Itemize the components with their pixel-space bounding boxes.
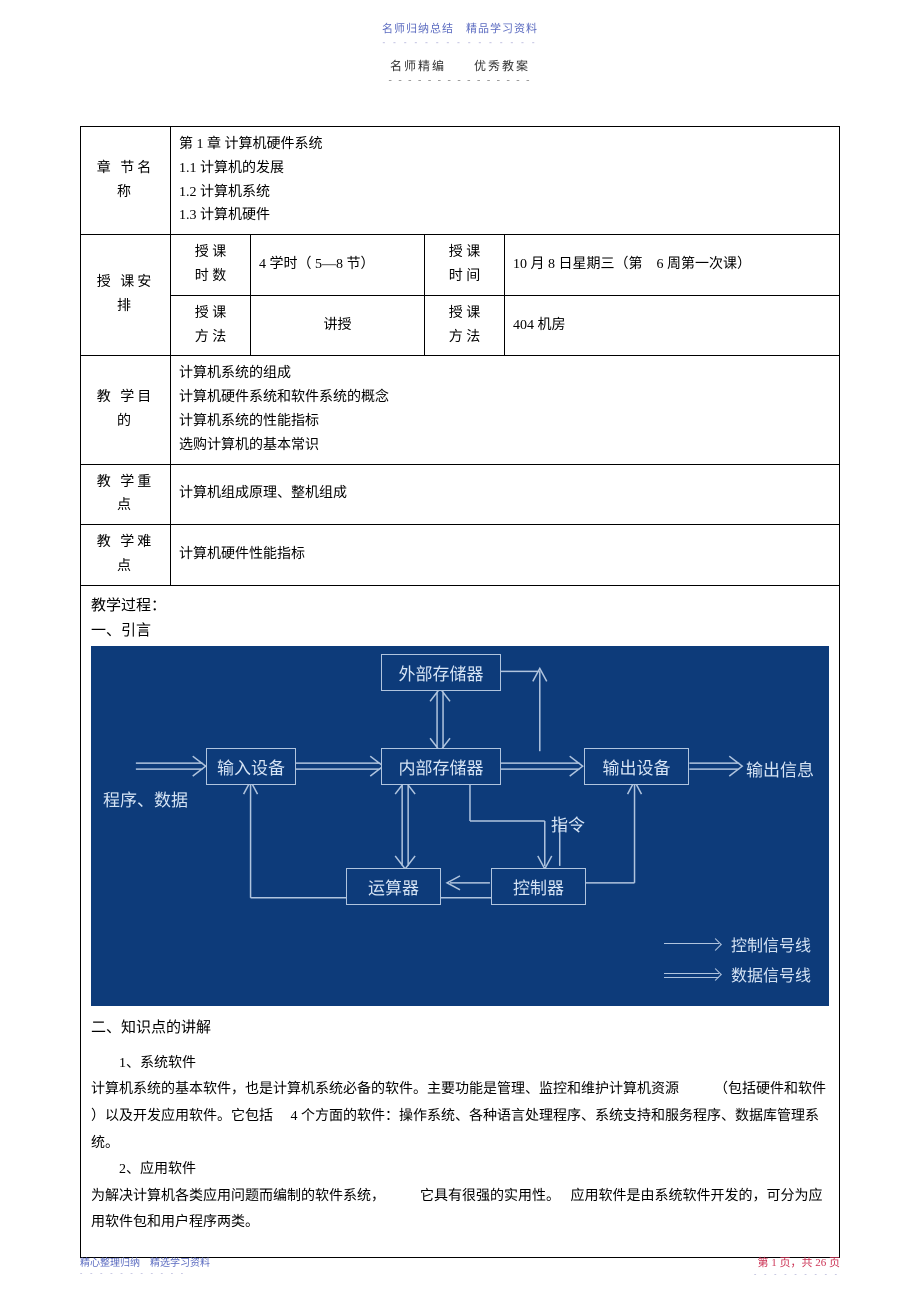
footer-right-text: 第 1 页，共 26 页 <box>754 1254 840 1270</box>
way-label: 授 课 方 法 <box>425 295 505 356</box>
page-header: 名师归纳总结 精品学习资料 - - - - - - - - - - - - - … <box>0 0 920 86</box>
legend-ctrl-text: 控制信号线 <box>731 932 811 956</box>
label-instruction: 指令 <box>551 811 585 836</box>
goal-lines: 计算机系统的组成 计算机硬件系统和软件系统的概念 计算机系统的性能指标 选购计算… <box>171 356 840 464</box>
header-dashes: - - - - - - - - - - - - - - - <box>0 75 920 86</box>
section1-title: 一、引言 <box>91 619 829 640</box>
method-label: 授 课 方 法 <box>171 295 251 356</box>
legend-ctrl: 控制信号线 <box>664 932 811 956</box>
method-value: 讲授 <box>251 295 425 356</box>
goal-label: 教 学目 的 <box>81 356 171 464</box>
process-section: 教学过程： 一、引言 <box>80 586 840 1258</box>
p2-body: 为解决计算机各类应用问题而编制的软件系统， 它具有很强的实用性。 应用软件是由系… <box>91 1184 829 1237</box>
label-prog-data: 程序、数据 <box>103 786 188 811</box>
header-dots: - - - - - - - - - - - - - - - <box>0 38 920 47</box>
process-title: 教学过程： <box>91 594 829 615</box>
chapter-line-2: 1.2 计算机系统 <box>179 181 831 205</box>
focus-value: 计算机组成原理、整机组成 <box>171 464 840 525</box>
header-top-line: 名师归纳总结 精品学习资料 <box>0 20 920 36</box>
difficulty-label: 教 学难 点 <box>81 525 171 586</box>
hours-label: 授 课 时 数 <box>171 235 251 296</box>
p2-label: 2、应用软件 <box>91 1157 829 1184</box>
legend-data: 数据信号线 <box>664 962 811 986</box>
diagram-legend: 控制信号线 数据信号线 <box>664 932 811 992</box>
footer-right: 第 1 页，共 26 页 - - - - - - - - - <box>754 1254 840 1278</box>
time-value: 10 月 8 日星期三（第 6 周第一次课） <box>505 235 840 296</box>
time-label: 授 课 时 间 <box>425 235 505 296</box>
legend-data-text: 数据信号线 <box>731 962 811 986</box>
label-output-info: 输出信息 <box>746 756 814 781</box>
node-alu: 运算器 <box>346 868 441 905</box>
hours-value: 4 学时（ 5—8 节） <box>251 235 425 296</box>
focus-label: 教 学重 点 <box>81 464 171 525</box>
node-ext-storage: 外部存储器 <box>381 654 501 691</box>
main-content: 章 节名称 第 1 章 计算机硬件系统 1.1 计算机的发展 1.2 计算机系统… <box>80 126 840 1258</box>
difficulty-value: 计算机硬件性能指标 <box>171 525 840 586</box>
legend-ctrl-line-icon <box>664 943 719 944</box>
chapter-label: 章 节名称 <box>81 127 171 235</box>
section2-title: 二、知识点的讲解 <box>91 1016 829 1037</box>
p1-label: 1、系统软件 <box>91 1051 829 1078</box>
footer-left-dots: - - - - - - - - - - - <box>80 1269 210 1277</box>
node-int-storage: 内部存储器 <box>381 748 501 785</box>
footer-left: 精心整理归纳 精选学习资料 - - - - - - - - - - - <box>80 1254 210 1278</box>
node-input-dev: 输入设备 <box>206 748 296 785</box>
chapter-line-1: 1.1 计算机的发展 <box>179 157 831 181</box>
footer-right-dots: - - - - - - - - - <box>754 1270 840 1278</box>
chapter-label-text: 章 节名称 <box>97 161 155 200</box>
chapter-line-3: 1.3 计算机硬件 <box>179 204 831 228</box>
page-footer: 精心整理归纳 精选学习资料 - - - - - - - - - - - 第 1 … <box>0 1254 920 1278</box>
schedule-label: 授 课安排 <box>81 235 171 356</box>
footer-left-text: 精心整理归纳 精选学习资料 <box>80 1254 210 1269</box>
p1-body: 计算机系统的基本软件，也是计算机系统必备的软件。主要功能是管理、监控和维护计算机… <box>91 1077 829 1157</box>
node-output-dev: 输出设备 <box>584 748 689 785</box>
node-ctrl: 控制器 <box>491 868 586 905</box>
way-value: 404 机房 <box>505 295 840 356</box>
legend-data-line-icon <box>664 973 719 974</box>
lesson-plan-table: 章 节名称 第 1 章 计算机硬件系统 1.1 计算机的发展 1.2 计算机系统… <box>80 126 840 586</box>
chapter-lines: 第 1 章 计算机硬件系统 1.1 计算机的发展 1.2 计算机系统 1.3 计… <box>171 127 840 235</box>
block-diagram: 外部存储器 输入设备 内部存储器 输出设备 运算器 控制器 程序、数据 输出信息… <box>91 646 829 1006</box>
header-mid-line: 名师精编 优秀教案 <box>0 57 920 74</box>
chapter-line-0: 第 1 章 计算机硬件系统 <box>179 133 831 157</box>
body-text: 1、系统软件 计算机系统的基本软件，也是计算机系统必备的软件。主要功能是管理、监… <box>91 1051 829 1237</box>
